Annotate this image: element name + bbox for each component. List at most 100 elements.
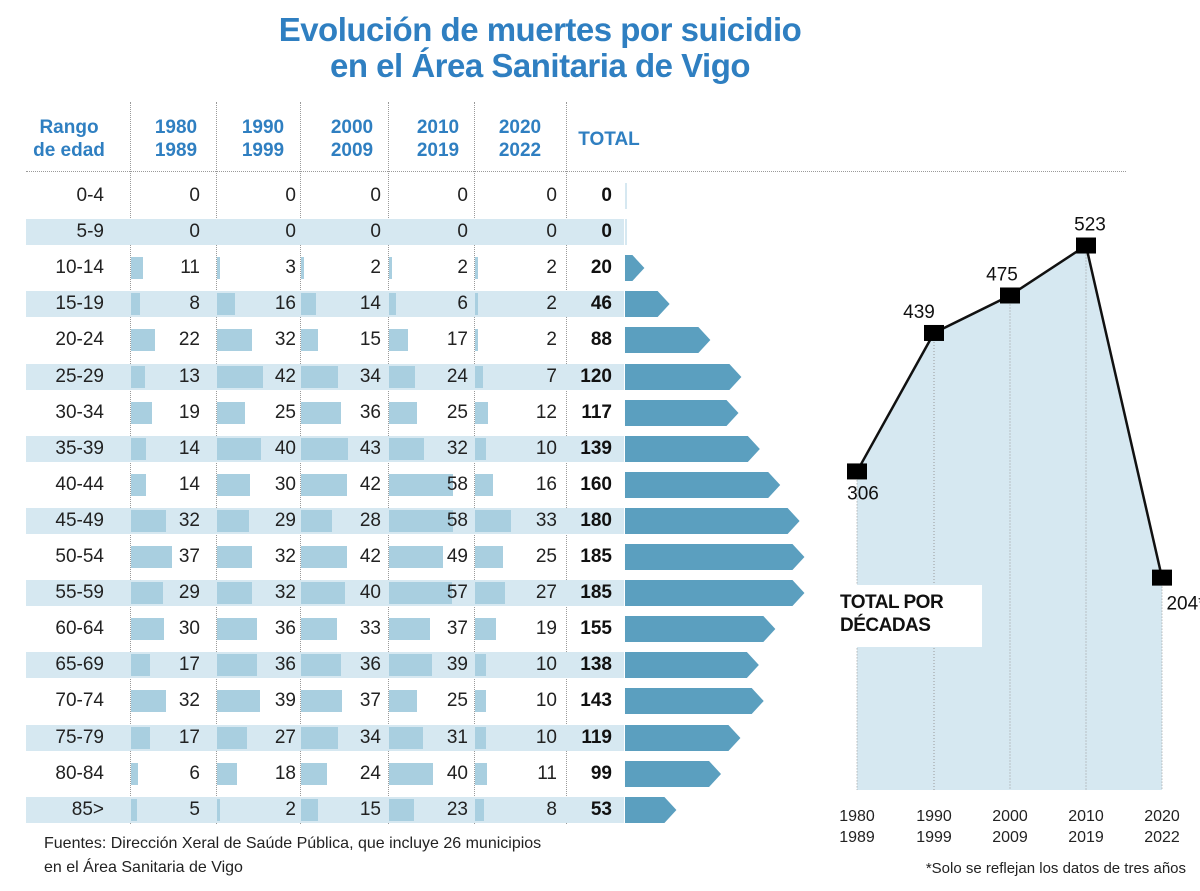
total-arrow (625, 327, 711, 353)
table-row: 25-29 13 42 34 24 7 120 (26, 364, 624, 390)
cell-value: 24 (359, 763, 381, 784)
cell-value: 42 (359, 546, 381, 567)
cell-bar (131, 402, 152, 424)
row-total: 180 (580, 510, 612, 531)
age-range-label: 0-4 (76, 185, 104, 206)
table-row: 60-64 30 36 33 37 19 155 (26, 616, 624, 642)
cell-value: 0 (546, 221, 557, 242)
cell-bar (389, 366, 416, 388)
cell-value: 10 (535, 690, 557, 711)
row-total: 155 (580, 618, 612, 639)
cell-value: 6 (457, 293, 468, 314)
cell-value: 32 (274, 546, 296, 567)
cell-bar (301, 329, 318, 351)
header-decade-1990-end: 1999 (241, 140, 285, 161)
cell-bar (475, 546, 503, 568)
total-arrow (625, 725, 741, 751)
cell-bar (301, 582, 345, 604)
cell-value: 0 (370, 185, 381, 206)
cell-bar (131, 654, 150, 676)
cell-value: 0 (457, 185, 468, 206)
age-range-label: 70-74 (55, 690, 104, 711)
cell-bar (217, 474, 250, 496)
header-decade-1980: 1980 1989 (134, 116, 218, 162)
cell-value: 18 (274, 763, 296, 784)
cell-value: 17 (178, 654, 200, 675)
header-decade-2010-end: 2019 (416, 140, 460, 161)
row-total: 143 (580, 690, 612, 711)
cell-bar (389, 618, 430, 640)
cell-bar (389, 727, 424, 749)
cell-bar (389, 510, 453, 532)
cell-bar (217, 257, 221, 279)
cell-value: 27 (274, 727, 296, 748)
data-label: 439 (903, 302, 935, 323)
cell-bar (389, 799, 415, 821)
total-arrow (625, 544, 805, 570)
header-decade-2000: 2000 2009 (308, 116, 396, 162)
total-arrows (625, 183, 805, 823)
cell-value: 0 (189, 221, 200, 242)
chart-title: Evolución de muertes por suicidio en el … (150, 12, 930, 84)
cell-bar (217, 799, 220, 821)
total-arrow (625, 616, 776, 642)
cell-value: 22 (178, 329, 200, 350)
table-row: 20-24 22 32 15 17 2 88 (26, 327, 624, 353)
cell-bar (131, 763, 138, 785)
cell-bar (131, 727, 150, 749)
cell-value: 32 (446, 438, 468, 459)
cell-bar (131, 257, 144, 279)
cell-bar (389, 546, 443, 568)
row-total: 20 (590, 257, 612, 278)
cell-value: 25 (446, 690, 468, 711)
x-tick-label: 1989 (839, 829, 875, 846)
age-range-label: 35-39 (55, 438, 104, 459)
cell-value: 17 (178, 727, 200, 748)
cell-value: 32 (274, 582, 296, 603)
cell-value: 37 (359, 690, 381, 711)
cell-value: 6 (189, 763, 200, 784)
total-arrow (625, 797, 677, 823)
total-arrow (625, 400, 739, 426)
cell-value: 30 (274, 474, 296, 495)
column-divider (566, 102, 567, 824)
row-total: 139 (580, 438, 612, 459)
cell-value: 36 (359, 402, 381, 423)
header-decade-1980-start: 1980 (154, 117, 198, 138)
total-arrow (625, 472, 781, 498)
cell-value: 0 (285, 185, 296, 206)
total-arrow (625, 255, 645, 281)
title-line-2: en el Área Sanitaria de Vigo (329, 47, 751, 84)
total-arrow (625, 364, 742, 390)
age-range-label: 45-49 (55, 510, 104, 531)
cell-value: 37 (446, 618, 468, 639)
cell-bar (475, 329, 478, 351)
age-range-label: 60-64 (55, 618, 104, 639)
cell-value: 11 (537, 763, 557, 784)
data-label: 306 (847, 483, 879, 504)
cell-bar (131, 474, 147, 496)
cell-bar (301, 690, 342, 712)
cell-bar (475, 618, 496, 640)
source-note-line-1: Fuentes: Dirección Xeral de Saúde Públic… (44, 835, 542, 852)
header-divider (26, 171, 1126, 172)
age-range-label: 80-84 (55, 763, 104, 784)
header-age-line-1: Rango (39, 117, 99, 138)
table-row: 5-9 0 0 0 0 0 0 (26, 219, 624, 245)
cell-bar (301, 257, 304, 279)
cell-value: 0 (457, 221, 468, 242)
row-total: 53 (590, 799, 612, 820)
cell-bar (301, 510, 332, 532)
header-decade-2000-start: 2000 (330, 117, 374, 138)
age-range-label: 20-24 (55, 329, 104, 350)
total-arrow (625, 508, 800, 534)
cell-value: 19 (178, 402, 200, 423)
cell-bar (475, 293, 478, 315)
cell-value: 36 (274, 654, 296, 675)
total-arrow (625, 688, 764, 714)
cell-bar (301, 438, 349, 460)
row-total: 99 (590, 763, 612, 784)
cell-bar (389, 257, 392, 279)
cell-value: 36 (359, 654, 381, 675)
header-decade-2000-end: 2009 (330, 140, 374, 161)
